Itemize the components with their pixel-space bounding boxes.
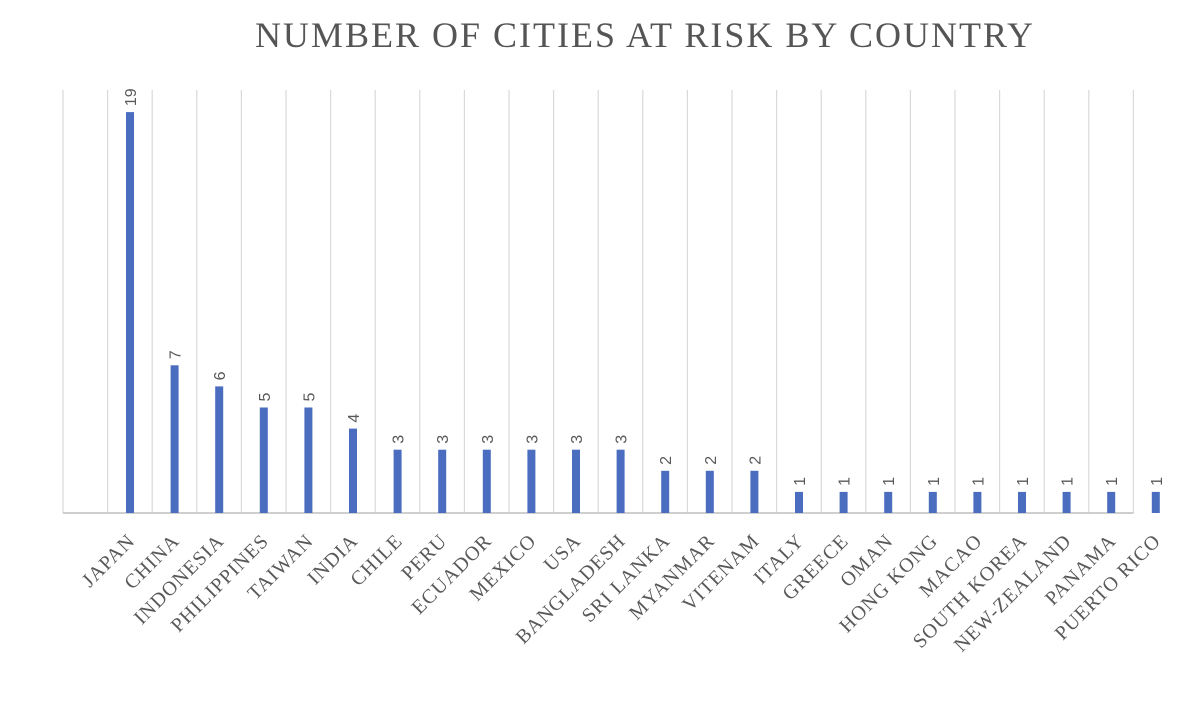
data-label: 1 [1149, 477, 1166, 486]
data-label: 5 [301, 393, 318, 402]
data-label: 3 [614, 435, 631, 444]
bar-italy [795, 491, 803, 513]
chart-title: NUMBER OF CITIES AT RISK BY COUNTRY [254, 15, 1036, 55]
bar-peru [438, 449, 447, 513]
data-label: 1 [837, 477, 854, 486]
data-label: 2 [658, 456, 675, 465]
data-label: 6 [212, 371, 229, 380]
data-label: 3 [480, 435, 497, 444]
data-label: 3 [524, 435, 541, 444]
bar-greece [839, 491, 848, 513]
data-label: 1 [1015, 477, 1032, 486]
bar-vitenam [750, 470, 759, 513]
bar-bangladesh [616, 449, 625, 513]
bar-puerto-rico [1151, 491, 1160, 513]
bar-sri-lanka [661, 470, 670, 513]
bar-hong-kong [928, 491, 937, 513]
data-label: 1 [926, 477, 943, 486]
data-label: 3 [391, 435, 408, 444]
data-label: 1 [792, 477, 809, 486]
bar-oman [884, 491, 893, 513]
bar-chile [393, 449, 402, 513]
bar-new-zealand [1062, 491, 1071, 513]
bar-china [170, 365, 179, 513]
data-label: 1 [970, 477, 987, 486]
data-label: 2 [747, 456, 764, 465]
bar-macao [973, 491, 982, 513]
bar-philippines [259, 407, 268, 513]
bar-mexico [527, 449, 536, 513]
data-label: 2 [703, 456, 720, 465]
data-label: 1 [881, 477, 898, 486]
bar-taiwan [304, 407, 313, 513]
data-label: 7 [168, 350, 185, 359]
bar-layer [126, 112, 1160, 513]
data-label: 1 [1060, 477, 1077, 486]
bar-panama [1107, 491, 1116, 513]
data-label-layer: 19 7 6 5 5 4 3 3 3 3 3 3 2 2 2 1 1 1 1 1 1 1 1 1 [123, 88, 1166, 486]
data-label: 3 [569, 435, 586, 444]
grid-layer [62, 90, 1135, 514]
data-label: 19 [123, 88, 140, 106]
data-label: 4 [346, 414, 363, 423]
bar-south-korea [1018, 491, 1026, 513]
data-label: 3 [435, 435, 452, 444]
bar-india [349, 428, 357, 513]
data-label: 1 [1104, 477, 1121, 486]
bar-japan [126, 112, 134, 513]
bar-myanmar [705, 470, 714, 513]
tick-label-layer: JAPANCHINAINDONESIAPHILIPPINESTAIWANINDI… [78, 530, 1166, 656]
bar-usa [572, 449, 580, 513]
data-label: 5 [257, 393, 274, 402]
bar-indonesia [215, 386, 224, 513]
bar-ecuador [482, 449, 491, 513]
